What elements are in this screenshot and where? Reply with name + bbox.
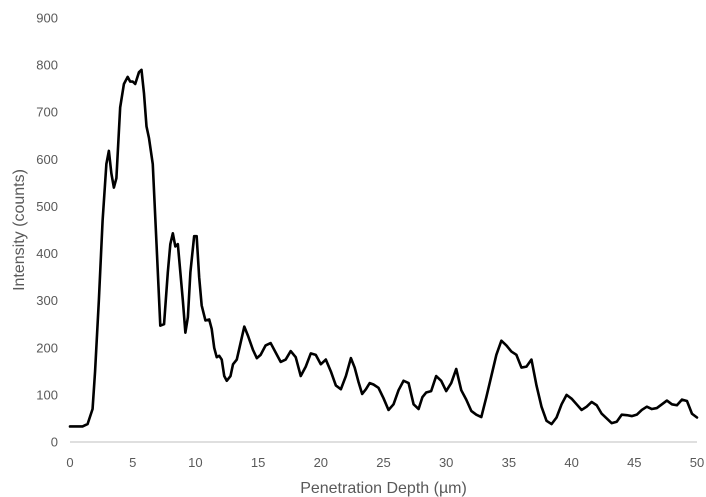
x-tick-label: 10 xyxy=(188,455,202,470)
y-tick-label: 100 xyxy=(36,387,58,402)
x-tick-label: 50 xyxy=(690,455,704,470)
y-axis-title: Intensity (counts) xyxy=(11,169,28,291)
x-axis-title: Penetration Depth (µm) xyxy=(300,480,467,497)
x-tick-label: 40 xyxy=(564,455,578,470)
y-tick-label: 400 xyxy=(36,246,58,261)
y-tick-label: 900 xyxy=(36,11,58,26)
x-tick-label: 25 xyxy=(376,455,390,470)
y-tick-label: 500 xyxy=(36,199,58,214)
y-tick-label: 0 xyxy=(51,435,58,450)
y-tick-label: 300 xyxy=(36,293,58,308)
series-line xyxy=(68,68,699,428)
x-tick-label: 15 xyxy=(251,455,265,470)
x-tick-label: 20 xyxy=(314,455,328,470)
y-tick-label: 200 xyxy=(36,340,58,355)
y-tick-label: 700 xyxy=(36,105,58,120)
x-tick-label: 35 xyxy=(502,455,516,470)
y-axis-ticks: 0 100 200 300 400 500 600 700 800 900 xyxy=(36,11,58,450)
y-tick-label: 600 xyxy=(36,152,58,167)
x-tick-label: 45 xyxy=(627,455,641,470)
y-tick-label: 800 xyxy=(36,58,58,73)
x-axis-ticks: 0 5 10 15 20 25 30 35 40 45 50 xyxy=(66,455,704,470)
x-tick-label: 30 xyxy=(439,455,453,470)
x-tick-label: 5 xyxy=(129,455,136,470)
x-tick-label: 0 xyxy=(66,455,73,470)
